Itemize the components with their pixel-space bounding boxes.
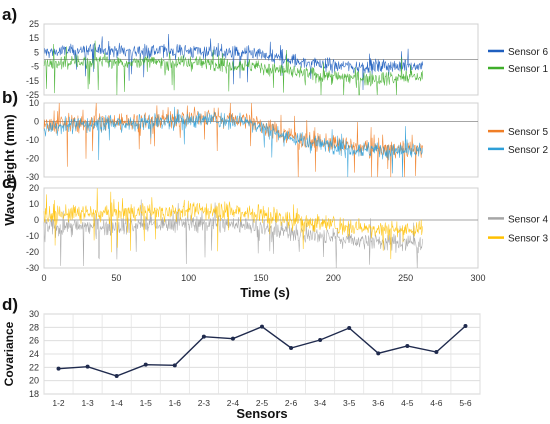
y-axis-label: Covariance	[2, 321, 16, 386]
legend-label: Sensor 1	[508, 64, 548, 75]
x-tick-label: 0	[41, 273, 46, 283]
x-tick-label: 50	[111, 273, 121, 283]
series-sensor-1-line	[43, 40, 423, 96]
x-tick-label: 3-4	[314, 398, 327, 408]
y-tick-label: 0	[34, 215, 39, 225]
y-tick-label: -10	[26, 231, 39, 241]
x-tick-label: 1-4	[111, 398, 124, 408]
series-sensor-4-line	[43, 199, 423, 269]
series-sensor-2-line	[43, 106, 423, 178]
covariance-point	[463, 324, 468, 328]
series-sensor-3-line	[43, 188, 423, 260]
y-tick-label: 5	[34, 47, 39, 57]
y-tick-label: 10	[29, 199, 39, 209]
y-tick-label: -30	[26, 263, 39, 273]
x-tick-label: 1-5	[140, 398, 153, 408]
panel-0: a) -25 -15 -5 5 15 25 Sensor 6 Sensor 1	[2, 5, 548, 100]
x-tick-label: 200	[326, 273, 341, 283]
covariance-point	[289, 346, 294, 350]
covariance-point	[201, 334, 206, 339]
legend-label: Sensor 5	[508, 127, 548, 138]
legend-label: Sensor 2	[508, 145, 548, 156]
x-tick-label: 2-4	[227, 398, 240, 408]
x-tick-label: 1-2	[52, 398, 65, 408]
x-tick-label: 3-5	[343, 398, 356, 408]
y-tick-label: 24	[29, 349, 39, 359]
panel-3: d) 18 20 22 24 26 28 30 1-2 1-3 1-4 1-5 1-6 2-3 2-4 2-5…	[2, 295, 481, 421]
x-tick-label: 5-6	[459, 398, 472, 408]
y-tick-label: 15	[29, 33, 39, 43]
covariance-point	[434, 350, 439, 354]
x-tick-label: 150	[253, 273, 268, 283]
covariance-point	[85, 364, 90, 369]
covariance-point	[376, 351, 381, 356]
shared-xlabel: Time (s)	[240, 285, 290, 300]
covariance-point	[114, 374, 119, 378]
plot-frame	[43, 102, 479, 178]
covariance-point	[230, 336, 235, 341]
series-sensor-5-line	[43, 102, 423, 178]
shared-ylabel: Wave height (mm)	[2, 114, 17, 225]
x-tick-label: 1-3	[81, 398, 94, 408]
x-tick-label: 250	[398, 273, 413, 283]
covariance-point	[56, 366, 61, 371]
x-tick-label: 300	[470, 273, 485, 283]
legend-label: Sensor 3	[508, 234, 548, 245]
x-tick-label: 1-6	[169, 398, 182, 408]
y-tick-label: 22	[29, 362, 39, 372]
x-tick-label: 2-6	[285, 398, 298, 408]
x-tick-label: 4-5	[401, 398, 414, 408]
panel-label: b)	[2, 88, 18, 107]
y-tick-label: -5	[31, 62, 39, 72]
y-tick-label: 20	[29, 376, 39, 386]
y-tick-label: 25	[29, 19, 39, 29]
y-tick-label: -10	[26, 135, 39, 145]
covariance-point	[260, 324, 264, 329]
covariance-line	[58, 325, 466, 377]
y-tick-label: 30	[29, 309, 39, 319]
x-axis-label: Sensors	[236, 406, 287, 421]
panels-layer: a) -25 -15 -5 5 15 25 Sensor 6 Sensor 1 b) -30 -20 -…	[2, 5, 548, 421]
legend-label: Sensor 4	[508, 214, 548, 225]
panel-label: a)	[2, 5, 17, 24]
y-tick-label: 0	[34, 117, 39, 127]
x-tick-label: 3-6	[372, 398, 385, 408]
y-tick-label: 20	[29, 183, 39, 193]
covariance-point	[172, 363, 177, 368]
y-tick-label: -25	[26, 90, 39, 100]
x-tick-label: 100	[181, 273, 196, 283]
y-tick-label: 26	[29, 336, 39, 346]
panel-label: c)	[2, 173, 17, 192]
y-tick-label: 10	[29, 98, 39, 108]
y-tick-label: -20	[26, 154, 39, 164]
legend-label: Sensor 6	[508, 47, 548, 58]
x-tick-label: 2-5	[256, 398, 269, 408]
covariance-point	[143, 362, 148, 367]
y-tick-label: 18	[29, 389, 39, 399]
panel-1: b) -30 -20 -10 0 10 Sensor 5 Sensor 2	[2, 88, 548, 182]
y-tick-label: 28	[29, 322, 39, 332]
covariance-point	[318, 338, 323, 342]
covariance-point	[405, 344, 410, 348]
x-tick-label: 4-6	[430, 398, 443, 408]
y-tick-label: -15	[26, 76, 39, 86]
panel-2: c) -30 -20 -10 0 10 20 Sensor 4 Sensor 3 0 50 100 15…	[2, 173, 548, 283]
series-sensor-6-line	[44, 33, 423, 91]
y-tick-label: -30	[26, 172, 39, 182]
y-tick-label: -20	[26, 247, 39, 257]
x-tick-label: 2-3	[198, 398, 211, 408]
panel-label: d)	[2, 295, 18, 314]
covariance-point	[347, 326, 352, 330]
